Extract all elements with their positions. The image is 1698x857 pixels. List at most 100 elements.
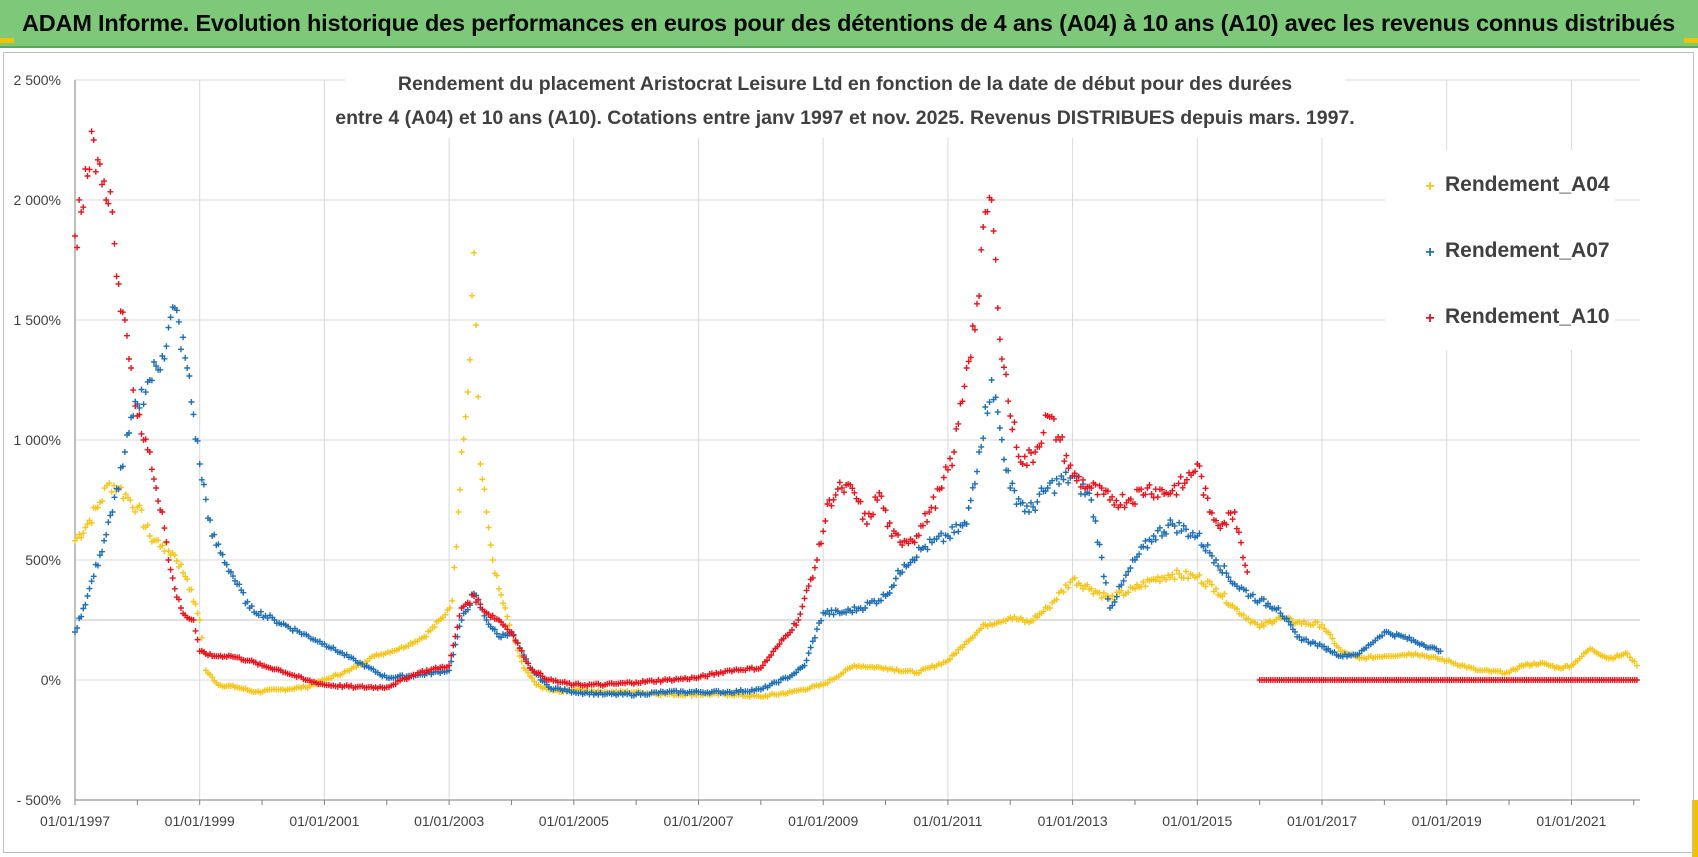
data-point bbox=[1118, 587, 1125, 594]
data-point bbox=[965, 358, 972, 365]
data-point bbox=[1028, 450, 1034, 456]
data-point bbox=[188, 586, 195, 593]
data-point bbox=[1060, 589, 1067, 596]
data-point bbox=[1171, 576, 1178, 583]
legend-label-a10: Rendement_A10 bbox=[1445, 305, 1610, 328]
data-point bbox=[1265, 600, 1271, 607]
data-point bbox=[491, 626, 498, 633]
data-point bbox=[194, 610, 201, 617]
x-tick-label: 01/01/2019 bbox=[1412, 813, 1482, 829]
data-point bbox=[1092, 481, 1099, 488]
data-point bbox=[878, 597, 884, 604]
data-point bbox=[138, 386, 145, 393]
data-point bbox=[1088, 585, 1095, 592]
data-point bbox=[1138, 486, 1145, 493]
data-point bbox=[464, 389, 471, 395]
data-point bbox=[793, 622, 800, 629]
y-tick-label: 2 500% bbox=[14, 72, 61, 88]
data-point bbox=[1140, 579, 1147, 585]
data-point bbox=[1275, 605, 1282, 611]
data-point bbox=[1142, 583, 1149, 590]
data-point bbox=[1036, 443, 1043, 450]
data-point bbox=[949, 462, 956, 469]
data-point bbox=[115, 281, 122, 287]
data-point bbox=[178, 346, 184, 353]
data-point bbox=[1260, 596, 1267, 603]
data-point bbox=[1125, 568, 1132, 575]
data-point bbox=[159, 542, 166, 549]
data-point bbox=[1169, 571, 1176, 578]
data-point bbox=[793, 669, 800, 676]
data-point bbox=[1001, 364, 1007, 371]
data-point bbox=[988, 377, 995, 383]
data-point bbox=[1217, 525, 1224, 532]
data-point bbox=[1053, 596, 1060, 603]
data-point bbox=[1213, 585, 1219, 592]
data-point bbox=[84, 593, 91, 599]
data-point bbox=[122, 491, 129, 498]
corner-accent-bottom-right bbox=[1692, 800, 1698, 857]
data-point bbox=[120, 495, 127, 502]
data-point bbox=[1187, 532, 1194, 539]
data-point bbox=[805, 583, 812, 590]
data-point bbox=[1001, 456, 1007, 463]
data-point bbox=[1111, 501, 1118, 508]
data-point bbox=[455, 509, 462, 515]
data-point bbox=[832, 491, 839, 498]
data-point bbox=[127, 497, 134, 504]
data-point bbox=[1127, 496, 1134, 503]
data-point bbox=[1633, 662, 1640, 669]
data-point bbox=[775, 679, 782, 686]
data-point bbox=[175, 596, 182, 603]
data-point bbox=[1120, 577, 1127, 584]
data-point bbox=[895, 531, 901, 538]
data-point bbox=[498, 634, 505, 641]
data-point bbox=[232, 577, 238, 584]
data-point bbox=[99, 181, 105, 188]
data-point bbox=[811, 634, 818, 641]
data-point bbox=[103, 197, 110, 203]
data-point bbox=[1179, 484, 1186, 491]
data-point bbox=[462, 413, 469, 420]
data-point bbox=[171, 585, 178, 592]
data-point bbox=[1013, 444, 1020, 451]
data-point bbox=[1059, 434, 1066, 440]
data-point bbox=[146, 533, 153, 539]
data-point bbox=[161, 355, 168, 362]
data-point bbox=[1049, 477, 1056, 484]
data-point bbox=[155, 537, 162, 544]
data-point bbox=[1034, 614, 1041, 621]
data-point bbox=[953, 425, 960, 432]
data-point bbox=[88, 128, 95, 135]
data-point bbox=[76, 196, 83, 203]
data-point bbox=[103, 531, 110, 538]
data-point bbox=[1213, 517, 1219, 524]
data-point bbox=[1181, 480, 1188, 487]
data-point bbox=[1240, 554, 1246, 561]
data-point bbox=[1015, 453, 1022, 460]
y-tick-label: 1 000% bbox=[14, 432, 61, 448]
data-point bbox=[940, 538, 947, 545]
data-point bbox=[1142, 491, 1149, 498]
data-point bbox=[1148, 491, 1155, 497]
data-point bbox=[1125, 589, 1132, 596]
data-point bbox=[1156, 578, 1163, 585]
data-point bbox=[1051, 490, 1058, 497]
data-point bbox=[811, 564, 818, 571]
data-point bbox=[886, 590, 893, 596]
data-point bbox=[500, 600, 507, 607]
data-point bbox=[1208, 552, 1215, 559]
data-point bbox=[1200, 543, 1207, 550]
data-point bbox=[244, 598, 251, 605]
data-point bbox=[460, 436, 467, 442]
data-point bbox=[448, 658, 455, 665]
data-point bbox=[173, 558, 180, 564]
data-point bbox=[140, 401, 147, 408]
data-point bbox=[198, 476, 205, 483]
data-point bbox=[1030, 503, 1037, 510]
data-point bbox=[80, 204, 87, 211]
data-point bbox=[1044, 485, 1051, 491]
data-point bbox=[980, 435, 987, 442]
data-point bbox=[1163, 530, 1170, 537]
data-point bbox=[1171, 482, 1178, 489]
